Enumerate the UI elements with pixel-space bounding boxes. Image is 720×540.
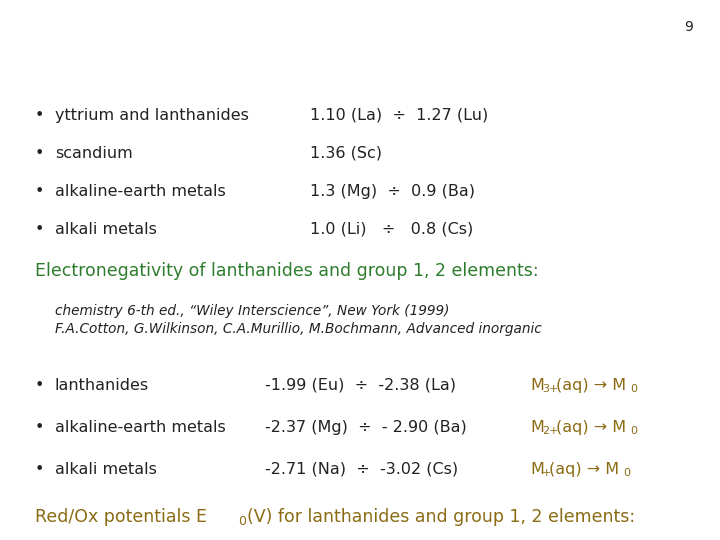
Text: (aq) → M: (aq) → M (556, 420, 626, 435)
Text: -2.71 (Na)  ÷  -3.02 (Cs): -2.71 (Na) ÷ -3.02 (Cs) (265, 462, 458, 477)
Text: •: • (35, 378, 45, 393)
Text: •: • (35, 420, 45, 435)
Text: 0: 0 (623, 468, 630, 478)
Text: F.A.Cotton, G.Wilkinson, C.A.Murillio, M.Bochmann, Advanced inorganic: F.A.Cotton, G.Wilkinson, C.A.Murillio, M… (55, 322, 541, 336)
Text: •: • (35, 462, 45, 477)
Text: alkaline-earth metals: alkaline-earth metals (55, 184, 226, 199)
Text: M: M (530, 462, 544, 477)
Text: 1.36 (Sc): 1.36 (Sc) (310, 146, 382, 161)
Text: alkali metals: alkali metals (55, 462, 157, 477)
Text: 0: 0 (630, 426, 637, 436)
Text: •: • (35, 146, 45, 161)
Text: alkaline-earth metals: alkaline-earth metals (55, 420, 226, 435)
Text: 2+: 2+ (542, 426, 559, 436)
Text: •: • (35, 184, 45, 199)
Text: 1.3 (Mg)  ÷  0.9 (Ba): 1.3 (Mg) ÷ 0.9 (Ba) (310, 184, 475, 199)
Text: 0: 0 (630, 384, 637, 394)
Text: yttrium and lanthanides: yttrium and lanthanides (55, 108, 249, 123)
Text: Electronegativity of lanthanides and group 1, 2 elements:: Electronegativity of lanthanides and gro… (35, 262, 539, 280)
Text: 1.0 (Li)   ÷   0.8 (Cs): 1.0 (Li) ÷ 0.8 (Cs) (310, 222, 473, 237)
Text: (aq) → M: (aq) → M (556, 378, 626, 393)
Text: Red/Ox potentials E: Red/Ox potentials E (35, 508, 207, 526)
Text: -2.37 (Mg)  ÷  - 2.90 (Ba): -2.37 (Mg) ÷ - 2.90 (Ba) (265, 420, 467, 435)
Text: lanthanides: lanthanides (55, 378, 149, 393)
Text: M: M (530, 378, 544, 393)
Text: scandium: scandium (55, 146, 132, 161)
Text: chemistry 6-th ed., “Wiley Interscience”, New York (1999): chemistry 6-th ed., “Wiley Interscience”… (55, 304, 449, 318)
Text: (V) for lanthanides and group 1, 2 elements:: (V) for lanthanides and group 1, 2 eleme… (247, 508, 635, 526)
Text: 9: 9 (684, 20, 693, 34)
Text: -1.99 (Eu)  ÷  -2.38 (La): -1.99 (Eu) ÷ -2.38 (La) (265, 378, 456, 393)
Text: +: + (542, 468, 552, 478)
Text: M: M (530, 420, 544, 435)
Text: 0: 0 (238, 515, 246, 528)
Text: (aq) → M: (aq) → M (549, 462, 619, 477)
Text: •: • (35, 222, 45, 237)
Text: 1.10 (La)  ÷  1.27 (Lu): 1.10 (La) ÷ 1.27 (Lu) (310, 108, 488, 123)
Text: 3+: 3+ (542, 384, 559, 394)
Text: alkali metals: alkali metals (55, 222, 157, 237)
Text: •: • (35, 108, 45, 123)
